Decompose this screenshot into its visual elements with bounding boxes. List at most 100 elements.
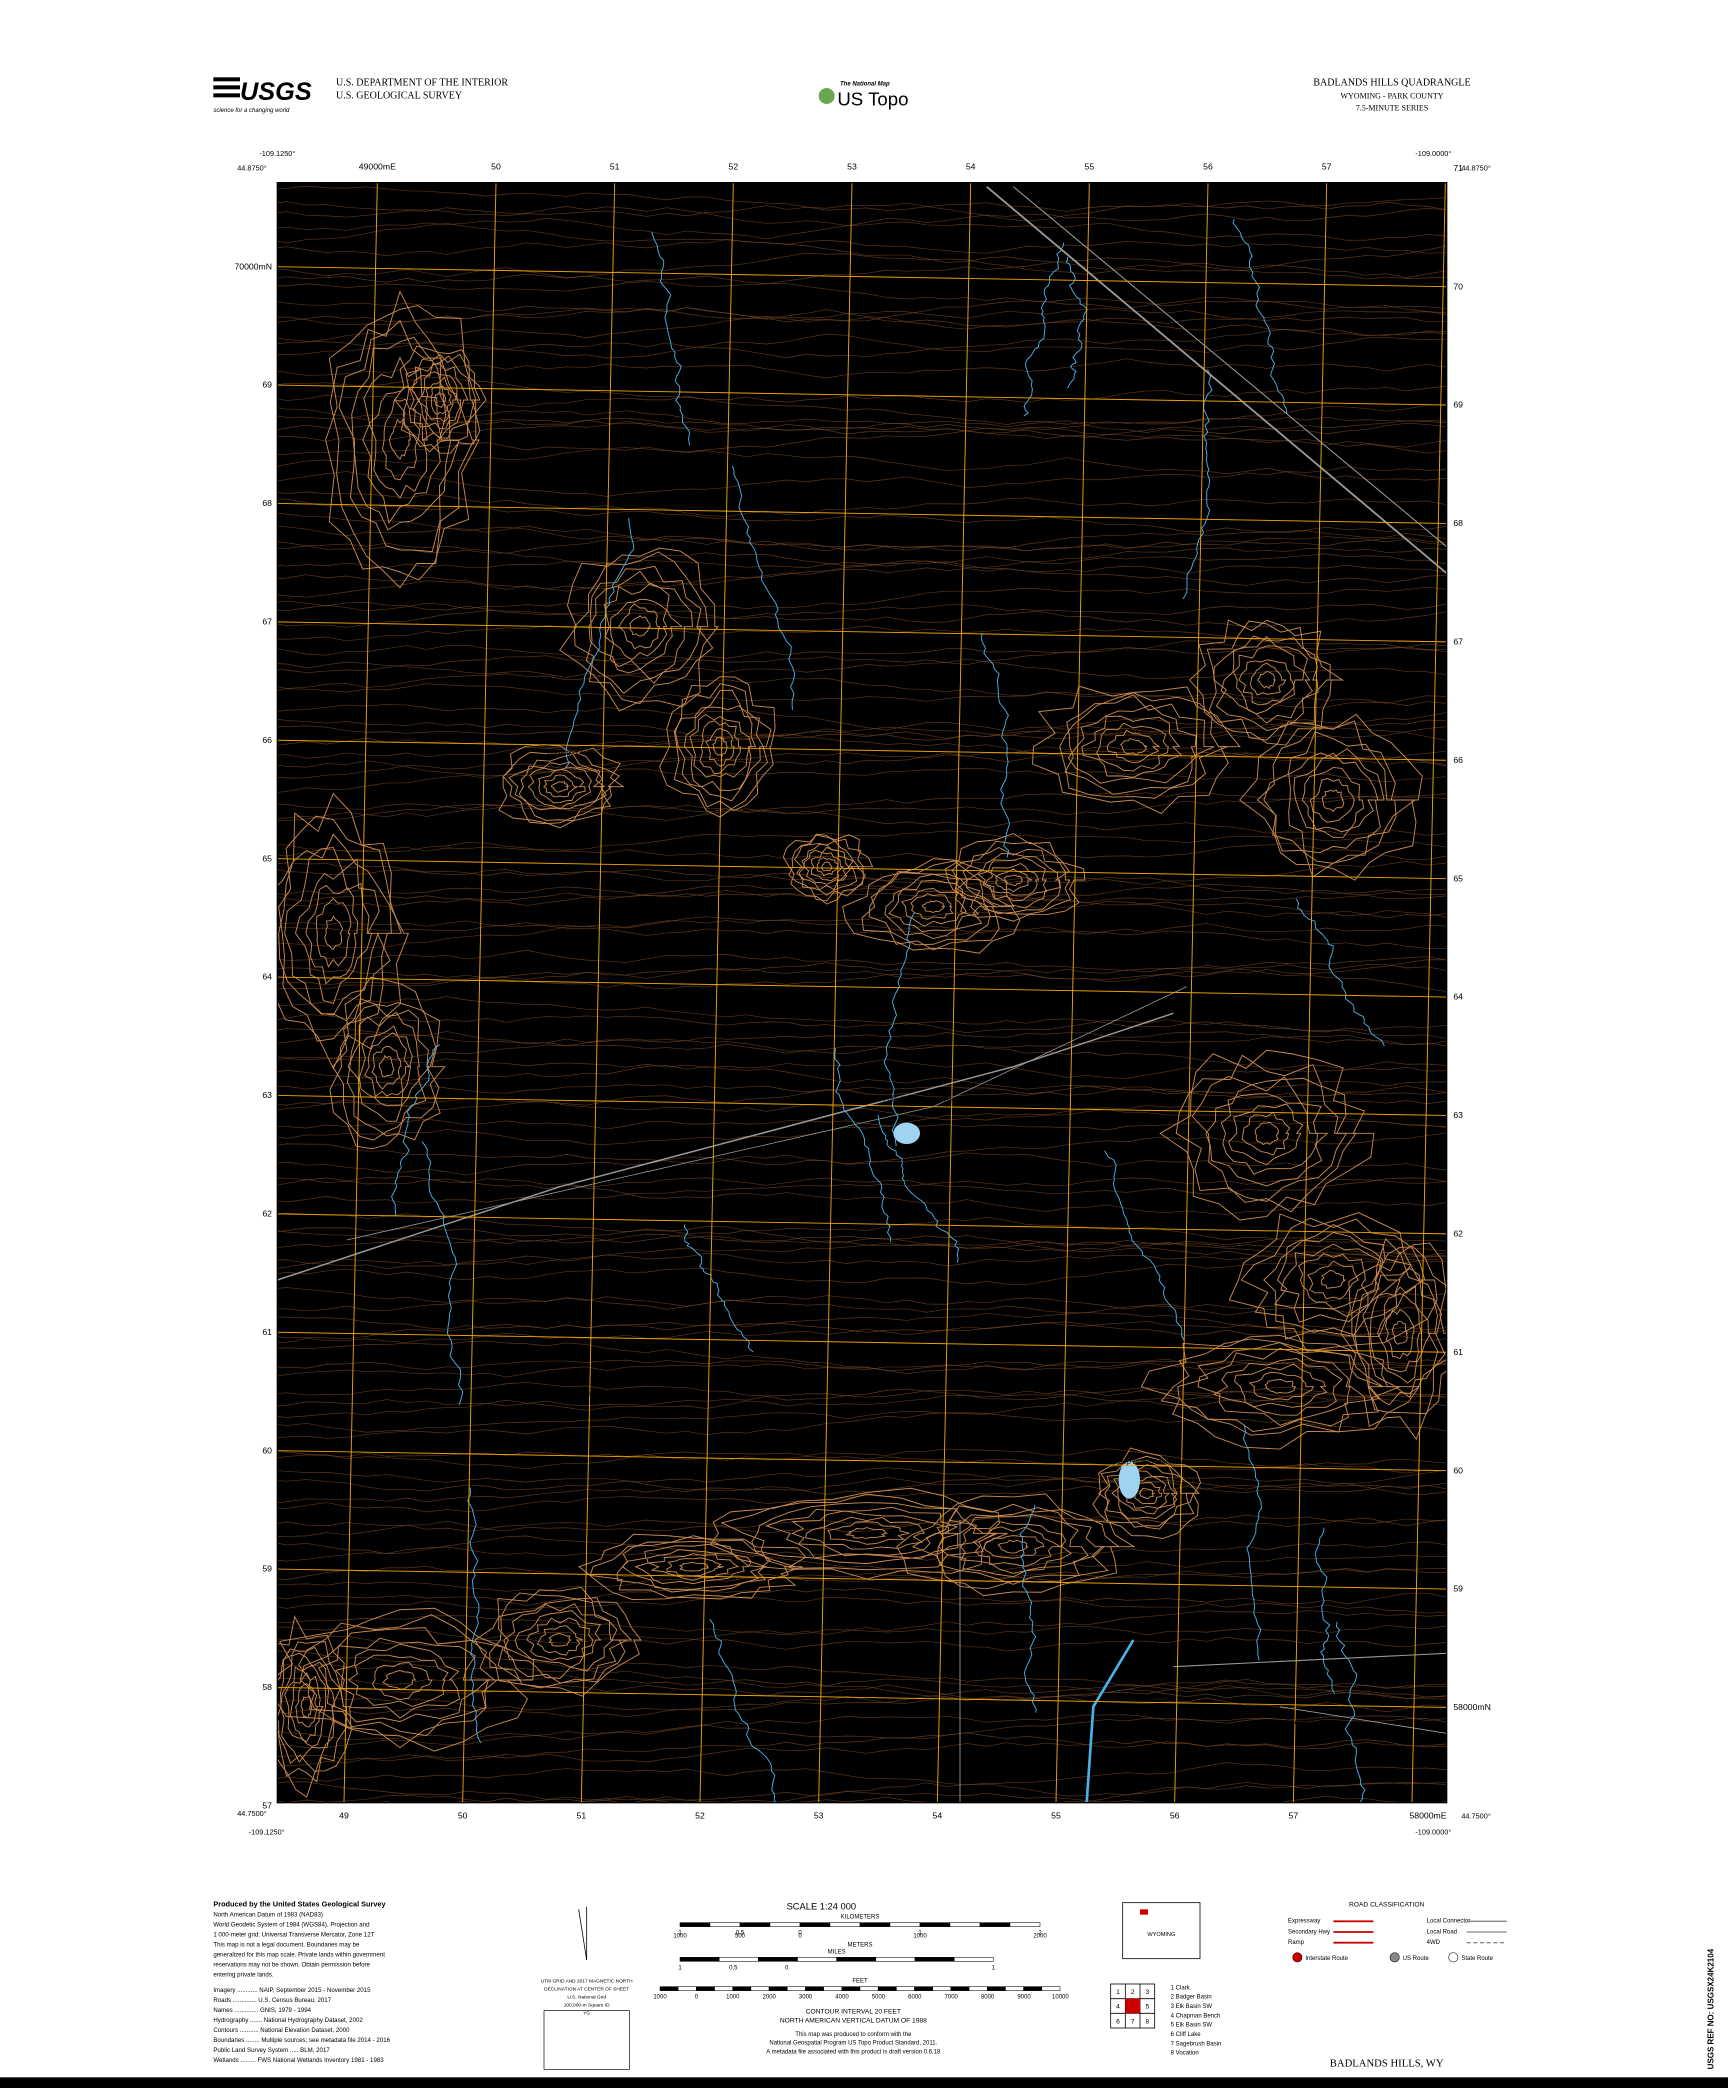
contour-line bbox=[277, 883, 1447, 908]
northing-label: 58000mN bbox=[1453, 1702, 1491, 1712]
easting-label: 58000mE bbox=[1409, 1811, 1446, 1821]
adjoining-grid bbox=[1110, 1983, 1156, 2029]
ridge-contour bbox=[674, 689, 764, 802]
contour-line bbox=[277, 1252, 1447, 1269]
credit-line: World Geodetic System of 1984 (WGS84). P… bbox=[213, 1922, 370, 1929]
ridge-contour bbox=[1106, 729, 1161, 764]
ridge-contour bbox=[944, 833, 1086, 922]
scale-segment bbox=[829, 1922, 861, 1927]
national-map: The National Map bbox=[840, 81, 890, 87]
contour-line bbox=[277, 830, 1447, 852]
contour-line bbox=[277, 1340, 1447, 1372]
ridge-contour bbox=[884, 873, 989, 940]
ridge-contour bbox=[951, 840, 1071, 915]
scale-segment bbox=[718, 1957, 759, 1962]
contour-line bbox=[277, 442, 1447, 481]
ridge-contour bbox=[959, 1520, 1073, 1574]
credit-line: This map is not a legal document. Bounda… bbox=[213, 1942, 360, 1949]
northing-label: 62 bbox=[262, 1209, 272, 1219]
road-class: Secondary Hwy bbox=[1288, 1929, 1330, 1935]
place-name: Ralston Flats bbox=[1285, 1717, 1328, 1726]
grid-line bbox=[818, 182, 853, 1803]
easting-label: 54 bbox=[966, 161, 976, 171]
northing-label: 64 bbox=[1453, 992, 1463, 1002]
ridge-contour bbox=[634, 1549, 752, 1585]
contour-line bbox=[277, 745, 1447, 777]
ridge-contour bbox=[411, 363, 469, 439]
scale-tick: 500 bbox=[735, 1933, 746, 1939]
easting-label: 55 bbox=[1085, 161, 1095, 171]
road bbox=[1012, 186, 1447, 548]
contour-line bbox=[277, 419, 1447, 454]
scale-segment bbox=[659, 1986, 679, 1991]
contour-line bbox=[277, 750, 1447, 793]
scale-segment bbox=[679, 1957, 720, 1962]
grid-number: 2 bbox=[1131, 1989, 1135, 1996]
contour-line bbox=[277, 704, 1447, 733]
road bbox=[1173, 1652, 1447, 1668]
usgs-tagline: science for a changing world bbox=[213, 108, 290, 114]
contour-line bbox=[277, 922, 1447, 949]
contour-line bbox=[277, 297, 1447, 324]
scale-segment bbox=[953, 1957, 994, 1962]
ridge-contour bbox=[1138, 1487, 1156, 1500]
contour-line bbox=[277, 545, 1447, 586]
usng-box bbox=[543, 2010, 630, 2070]
contour-line bbox=[277, 802, 1447, 836]
ridge-contour bbox=[995, 868, 1033, 893]
ridge-contour bbox=[782, 834, 874, 905]
declination-text: YG bbox=[583, 2011, 590, 2017]
grid-line bbox=[1411, 182, 1446, 1803]
ridge-contour bbox=[1240, 1217, 1426, 1340]
ridge-contour bbox=[489, 1592, 633, 1689]
series: 7.5-MINUTE SERIES bbox=[1356, 104, 1428, 113]
ridge-contour bbox=[430, 385, 452, 416]
ridge-contour bbox=[984, 862, 1040, 896]
ridge-contour bbox=[498, 1598, 628, 1684]
contour-line bbox=[372, 1782, 1447, 1803]
reservoir bbox=[893, 1122, 920, 1144]
contour-line bbox=[277, 1587, 1447, 1606]
ridge-contour bbox=[347, 1654, 449, 1707]
scale-segment bbox=[914, 1986, 933, 1991]
ridge-contour bbox=[382, 398, 421, 481]
ridge-contour bbox=[1111, 1464, 1178, 1520]
adjoining-quad: 1 Clark bbox=[1171, 1985, 1191, 1991]
ridge-contour bbox=[1212, 1358, 1343, 1416]
ridge-contour bbox=[1220, 635, 1314, 724]
contour-line bbox=[277, 862, 1447, 896]
contour-line bbox=[277, 1714, 1447, 1749]
contour-line bbox=[277, 1791, 1447, 1803]
scale-segment bbox=[1041, 1986, 1061, 1991]
ridge-contour bbox=[1264, 1378, 1297, 1394]
contour-line bbox=[277, 1212, 1447, 1243]
ridge-contour bbox=[295, 1683, 319, 1728]
contour-line bbox=[277, 1679, 1447, 1701]
ridge-contour bbox=[388, 418, 411, 461]
contour-line bbox=[277, 996, 1447, 1039]
scale-tick: 0 bbox=[785, 1965, 789, 1971]
ridge-contour bbox=[1385, 1308, 1415, 1360]
adjoining-quad: 2 Badger Basin bbox=[1171, 1995, 1212, 2001]
usgs-logo bbox=[213, 77, 240, 98]
grid-line bbox=[277, 621, 1447, 643]
ridge-contour bbox=[659, 676, 776, 818]
contour-line bbox=[277, 376, 1447, 403]
ridge-contour bbox=[896, 1493, 1136, 1597]
ridge-contour bbox=[1104, 1459, 1195, 1528]
scale-segment bbox=[914, 1957, 955, 1962]
northing-label: 60 bbox=[262, 1445, 272, 1455]
contour-line bbox=[277, 644, 1447, 680]
scale-tick: 0 bbox=[798, 1933, 802, 1939]
ridge-contour bbox=[1160, 1338, 1401, 1436]
ridge-contour bbox=[1351, 1246, 1447, 1415]
contour-line bbox=[277, 491, 1447, 517]
ridge-contour bbox=[765, 1506, 959, 1560]
contour-line bbox=[277, 1295, 1447, 1316]
ridge-contour bbox=[498, 744, 625, 829]
standard-note: This map was produced to conform with th… bbox=[795, 2032, 912, 2038]
ridge-contour bbox=[1241, 1111, 1291, 1156]
ridge-contour bbox=[1081, 715, 1183, 778]
contour-line bbox=[277, 552, 1447, 568]
